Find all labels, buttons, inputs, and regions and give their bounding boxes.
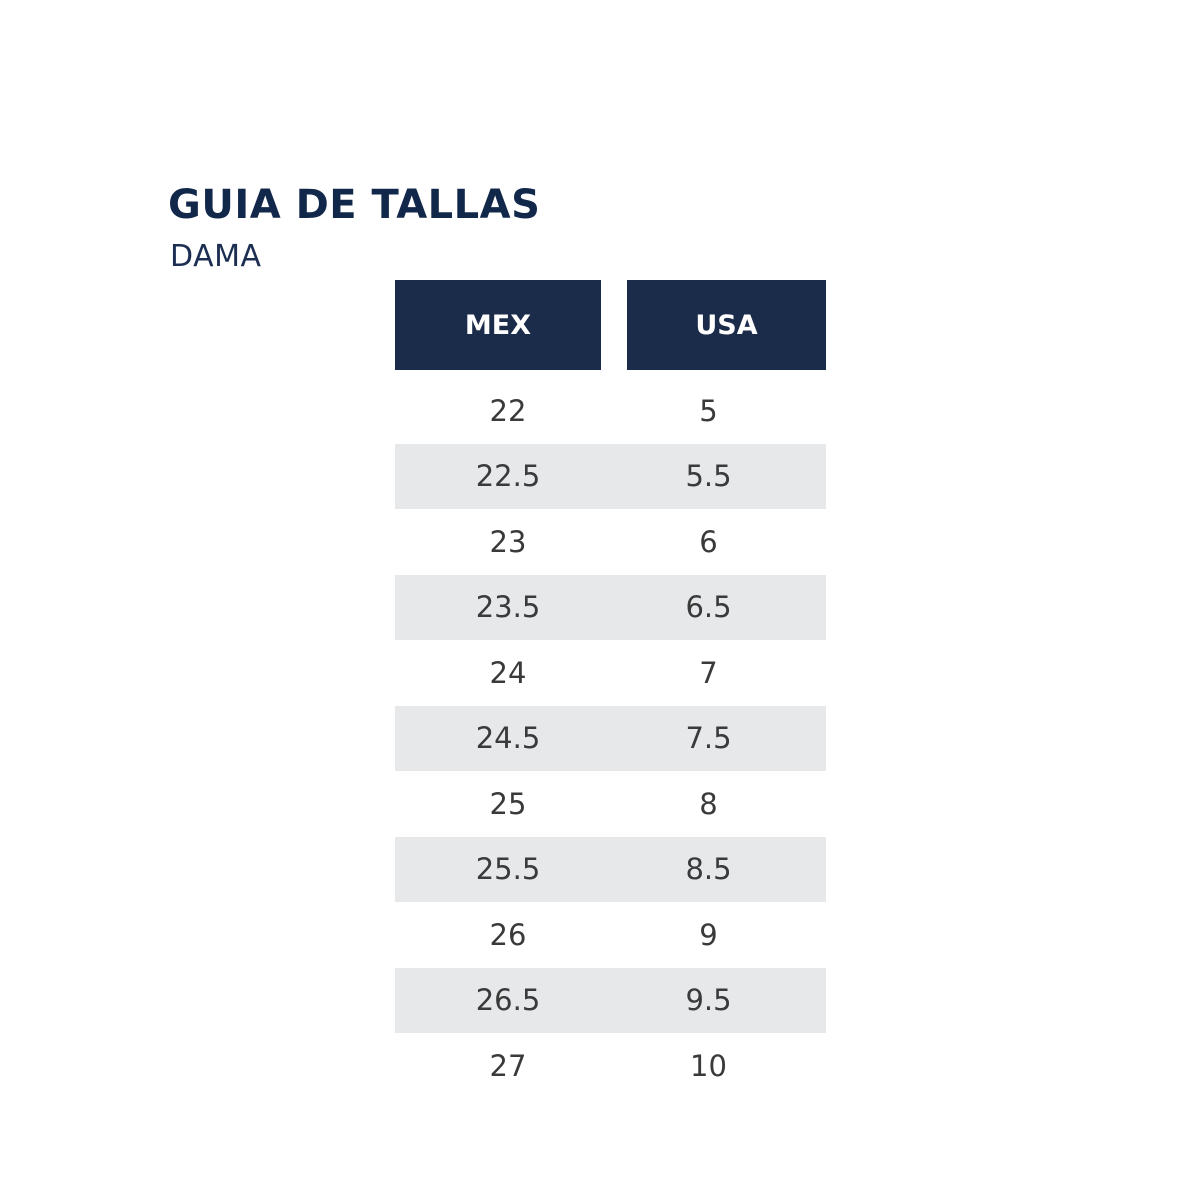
usa-size-cell: 6.5 <box>685 590 732 625</box>
usa-size-cell: 7 <box>699 655 718 690</box>
usa-size-cell: 5 <box>699 393 718 428</box>
mex-size-cell: 24 <box>489 655 527 690</box>
mex-size-cell: 23.5 <box>475 590 541 625</box>
table-row: 22 5 <box>395 378 826 444</box>
mex-size-cell: 25 <box>489 786 527 821</box>
usa-size-cell: 10 <box>690 1048 727 1083</box>
usa-size-cell: 9.5 <box>685 983 732 1018</box>
table-row: 26.5 9.5 <box>395 967 826 1033</box>
size-table: 22 5 22.5 5.5 23 6 23.5 6.5 24 7 24.5 7.… <box>395 378 826 1099</box>
column-header-usa: USA <box>627 280 826 370</box>
page-subtitle: DAMA <box>170 239 262 274</box>
mex-size-cell: 25.5 <box>475 852 541 887</box>
usa-size-cell: 7.5 <box>685 721 732 756</box>
mex-size-cell: 26.5 <box>475 983 541 1018</box>
table-row: 25.5 8.5 <box>395 836 826 902</box>
table-row: 24 7 <box>395 640 826 706</box>
column-header-mex: MEX <box>395 280 601 370</box>
table-row: 23.5 6.5 <box>395 574 826 640</box>
table-row: 25 8 <box>395 771 826 837</box>
mex-size-cell: 24.5 <box>475 721 541 756</box>
table-row: 23 6 <box>395 509 826 575</box>
table-row: 27 10 <box>395 1033 826 1099</box>
mex-size-cell: 22.5 <box>475 459 541 494</box>
table-row: 26 9 <box>395 902 826 968</box>
table-row: 22.5 5.5 <box>395 443 826 509</box>
mex-size-cell: 23 <box>489 524 527 559</box>
usa-size-cell: 8.5 <box>685 852 732 887</box>
mex-size-cell: 27 <box>489 1048 527 1083</box>
usa-size-cell: 9 <box>699 917 718 952</box>
mex-size-cell: 26 <box>489 917 527 952</box>
usa-size-cell: 8 <box>699 786 718 821</box>
table-row: 24.5 7.5 <box>395 705 826 771</box>
usa-size-cell: 6 <box>699 524 718 559</box>
page-title: GUIA DE TALLAS <box>168 182 541 228</box>
mex-size-cell: 22 <box>489 393 527 428</box>
usa-size-cell: 5.5 <box>685 459 732 494</box>
